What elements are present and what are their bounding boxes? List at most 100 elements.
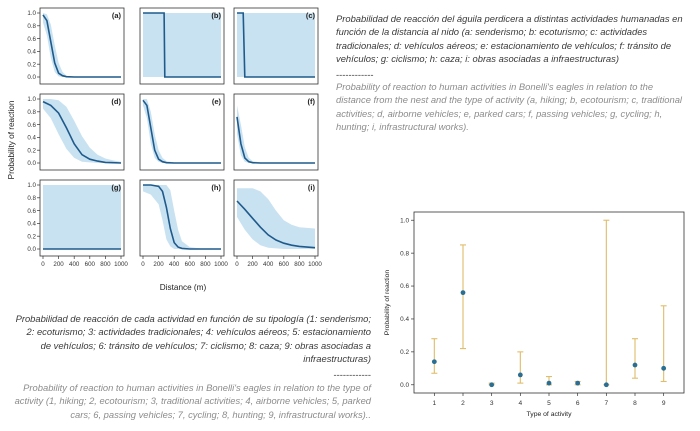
panel-frame-c [233,7,319,85]
y-tick-label: 0.2 [27,61,36,68]
panel-frame-f [233,93,319,171]
y-tick-label: 0.2 [400,349,409,356]
x-tick-label: 4 [518,400,522,407]
x-tick-label: 6 [576,400,580,407]
y-tick-label: 1.0 [27,96,36,103]
panel-frame-i [233,179,319,257]
activity-2 [460,244,466,350]
x-tick-label: 800 [200,261,211,268]
x-tick-label: 9 [662,400,666,407]
fitted-curve-f [236,116,315,164]
panel-label-c: (c) [306,11,316,20]
data-point [489,382,495,388]
fitted-curve-a [42,14,121,78]
panel-label-e: (e) [212,97,222,106]
x-tick-label: 3 [490,400,494,407]
x-tick-label: 1000 [114,261,128,268]
data-point [517,372,523,378]
caption-bottom-spanish: Probabilidad de reacción de cada activid… [15,313,371,365]
activity-3 [488,382,495,388]
x-tick-label: 1000 [214,261,228,268]
fitted-curve-d [42,100,122,164]
confidence-band-h [143,185,221,249]
y-tick-label: 0.6 [400,283,409,290]
fitted-curve-i [236,200,316,249]
confidence-band-b [143,13,221,77]
data-point [575,380,581,386]
panel-h: (h) 0 200 400 600 800 1000 [139,179,228,268]
activity-5 [546,375,552,386]
x-axis-title: Type of activity [527,411,573,418]
x-tick-label: 0 [41,261,45,268]
data-point [603,382,609,388]
confidence-band-f [237,105,315,163]
x-tick-label: 800 [100,261,111,268]
x-tick-label: 5 [547,400,551,407]
y-tick-label: 0.2 [27,233,36,240]
activity-1 [431,338,438,374]
panel-f: (f) [233,93,319,171]
y-tick-label: 0.4 [27,221,36,228]
panel-frame-h [139,179,225,257]
x-tick-label: 200 [53,261,64,268]
panel-label-d: (d) [111,97,121,106]
y-axis-title: Probability of reaction [384,270,391,336]
panel-g: (g) 0.0 0.2 0.4 0.6 0.8 1.0 0 200 400 600 800 1000 [27,179,128,268]
y-tick-label: 0.0 [27,74,36,81]
y-tick-label: 0.6 [27,208,36,215]
y-tick-label: 0.6 [27,122,36,129]
y-tick-label: 0.4 [27,49,36,56]
panel-label-h: (h) [211,183,221,192]
y-tick-label: 1.0 [27,182,36,189]
caption-bottom-english: Probability of reaction to human activit… [14,382,371,420]
caption-top-divider: ------------ [336,69,374,80]
caption-top-spanish: Probabilidad de reacción del águila perd… [336,13,683,65]
panel-a: (a) 0.0 0.2 0.4 0.6 0.8 1.0 [27,7,125,85]
confidence-band-i [237,188,315,249]
data-point [546,380,552,386]
x-tick-label: 800 [294,261,305,268]
panel-frame-e [139,93,225,171]
y-axis-title: Probability of reaction [7,100,16,179]
y-tick-label: 0.8 [400,250,409,257]
scatter-frame [413,211,685,394]
confidence-band-c [237,13,315,77]
x-tick-label: 0 [141,261,145,268]
panel-i: (i) 0 200 400 600 800 1000 [233,179,322,268]
panel-e: (e) [139,93,225,171]
fitted-curve-c [237,12,315,78]
activity-9 [660,305,667,383]
panel-c: (c) [233,7,319,85]
x-axis-title: Distance (m) [160,283,207,292]
fitted-curve-e [142,99,221,164]
x-tick-label: 0 [235,261,239,268]
y-tick-label: 0.4 [27,135,36,142]
panel-label-i: (i) [308,183,316,192]
x-tick-label: 400 [263,261,274,268]
x-tick-label: 600 [85,261,96,268]
x-tick-label: 7 [604,400,608,407]
x-tick-label: 1000 [308,261,322,268]
y-tick-label: 0.8 [27,23,36,30]
y-tick-label: 0.6 [27,36,36,43]
fitted-curve-b [143,12,221,78]
y-tick-label: 0.8 [27,109,36,116]
panel-d: (d) 0.0 0.2 0.4 0.6 0.8 1.0 [27,93,125,171]
x-tick-label: 400 [169,261,180,268]
y-tick-label: 0.0 [400,382,409,389]
y-tick-label: 0.2 [27,147,36,154]
panel-frame-a [39,7,125,85]
y-tick-label: 0.4 [400,316,409,323]
confidence-band-e [143,99,221,163]
caption-bottom-divider: ------------ [333,369,371,380]
x-tick-label: 400 [69,261,80,268]
panel-label-g: (g) [111,183,121,192]
y-tick-label: 1.0 [400,217,409,224]
panel-label-b: (b) [211,11,221,20]
x-tick-label: 8 [633,400,637,407]
panel-grid-chart: (a) 0.0 0.2 0.4 0.6 0.8 1.0 (b) (c) (d) 0.0 0.2 0.4 0… [7,7,322,292]
y-tick-label: 0.8 [27,195,36,202]
panel-label-f: (f) [308,97,316,106]
confidence-band-d [43,99,121,163]
panel-frame-g [39,179,125,257]
